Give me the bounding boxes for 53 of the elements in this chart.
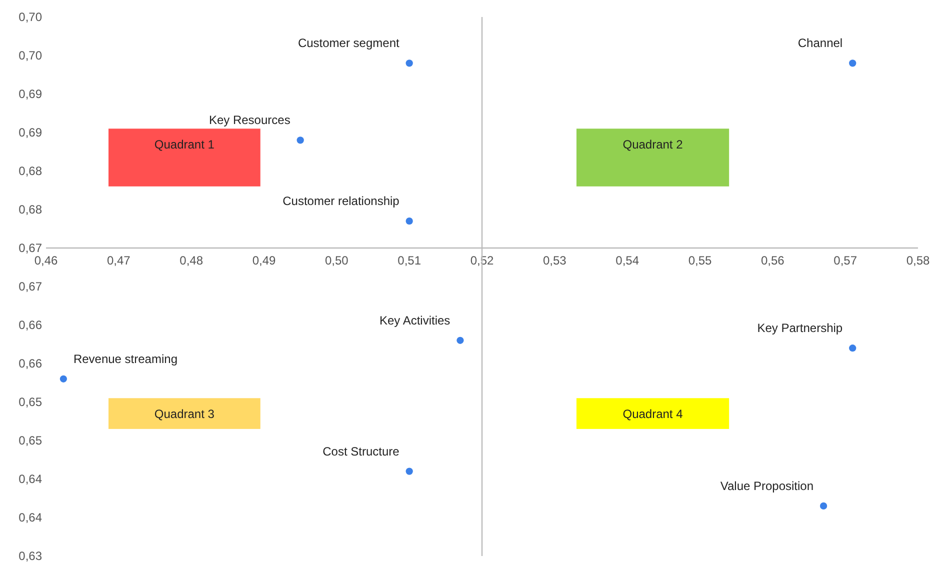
series-label: Customer relationship bbox=[282, 194, 400, 208]
y-tick-label: 0,64 bbox=[18, 510, 42, 524]
point bbox=[296, 136, 304, 144]
y-tick-label: 0,64 bbox=[18, 472, 42, 486]
x-tick-label: 0,50 bbox=[324, 254, 349, 268]
point bbox=[406, 217, 413, 225]
quadrant-box: Quadrant 4 bbox=[576, 398, 730, 429]
point bbox=[849, 60, 856, 67]
y-tick-label: 0,68 bbox=[18, 202, 42, 216]
quadrant-box: Quadrant 3 bbox=[108, 398, 260, 429]
x-tick-label: 0,48 bbox=[180, 254, 204, 268]
point bbox=[406, 468, 413, 475]
point bbox=[849, 344, 856, 352]
quadrant-box: Quadrant 2 bbox=[576, 128, 730, 186]
y-tick-label: 0,69 bbox=[18, 125, 42, 140]
series-label: Value Proposition bbox=[720, 478, 814, 493]
x-tick-label: 0,49 bbox=[252, 254, 276, 268]
series-label: Key Resources bbox=[208, 113, 290, 128]
series-label: Key Partnership bbox=[757, 321, 843, 336]
x-tick-label: 0,54 bbox=[616, 254, 640, 268]
y-tick-label: 0,63 bbox=[18, 548, 42, 563]
x-tick-label: 0,55 bbox=[688, 254, 712, 268]
point bbox=[820, 502, 828, 510]
series-label: Channel bbox=[798, 36, 843, 50]
point bbox=[406, 60, 413, 67]
x-tick-label: 0,46 bbox=[34, 254, 58, 268]
annotation: Quadrant 2 bbox=[622, 138, 684, 152]
y-tick-label: 0,70 bbox=[18, 10, 42, 24]
x-tick-label: 0,56 bbox=[760, 254, 785, 268]
annotation: Quadrant 4 bbox=[622, 407, 684, 422]
y-tick-label: 0,66 bbox=[18, 318, 42, 332]
point bbox=[456, 336, 464, 344]
series-label: Key Activities bbox=[379, 313, 450, 328]
y-tick-label: 0,65 bbox=[18, 433, 42, 448]
y-tick-label: 0,67 bbox=[18, 240, 42, 255]
y-tick-label: 0,70 bbox=[18, 48, 42, 62]
series-label: Revenue streaming bbox=[73, 352, 178, 366]
y-tick-label: 0,66 bbox=[18, 356, 42, 370]
x-tick-label: 0,53 bbox=[542, 254, 567, 268]
point bbox=[60, 375, 68, 382]
quadrant-box: Quadrant 1 bbox=[108, 128, 260, 186]
annotation: Quadrant 1 bbox=[154, 138, 215, 152]
y-tick-label: 0,69 bbox=[18, 86, 42, 101]
x-tick-label: 0,51 bbox=[398, 254, 422, 268]
y-tick-label: 0,67 bbox=[18, 279, 42, 294]
x-tick-label: 0,47 bbox=[106, 254, 131, 268]
x-tick-label: 0,57 bbox=[834, 254, 858, 268]
annotation: Quadrant 3 bbox=[154, 407, 215, 422]
series-label: Cost Structure bbox=[322, 444, 400, 458]
x-tick-label: 0,58 bbox=[906, 254, 930, 268]
y-tick-label: 0,68 bbox=[18, 164, 42, 178]
series-label: Customer segment bbox=[298, 36, 400, 50]
y-tick-label: 0,65 bbox=[18, 394, 42, 409]
